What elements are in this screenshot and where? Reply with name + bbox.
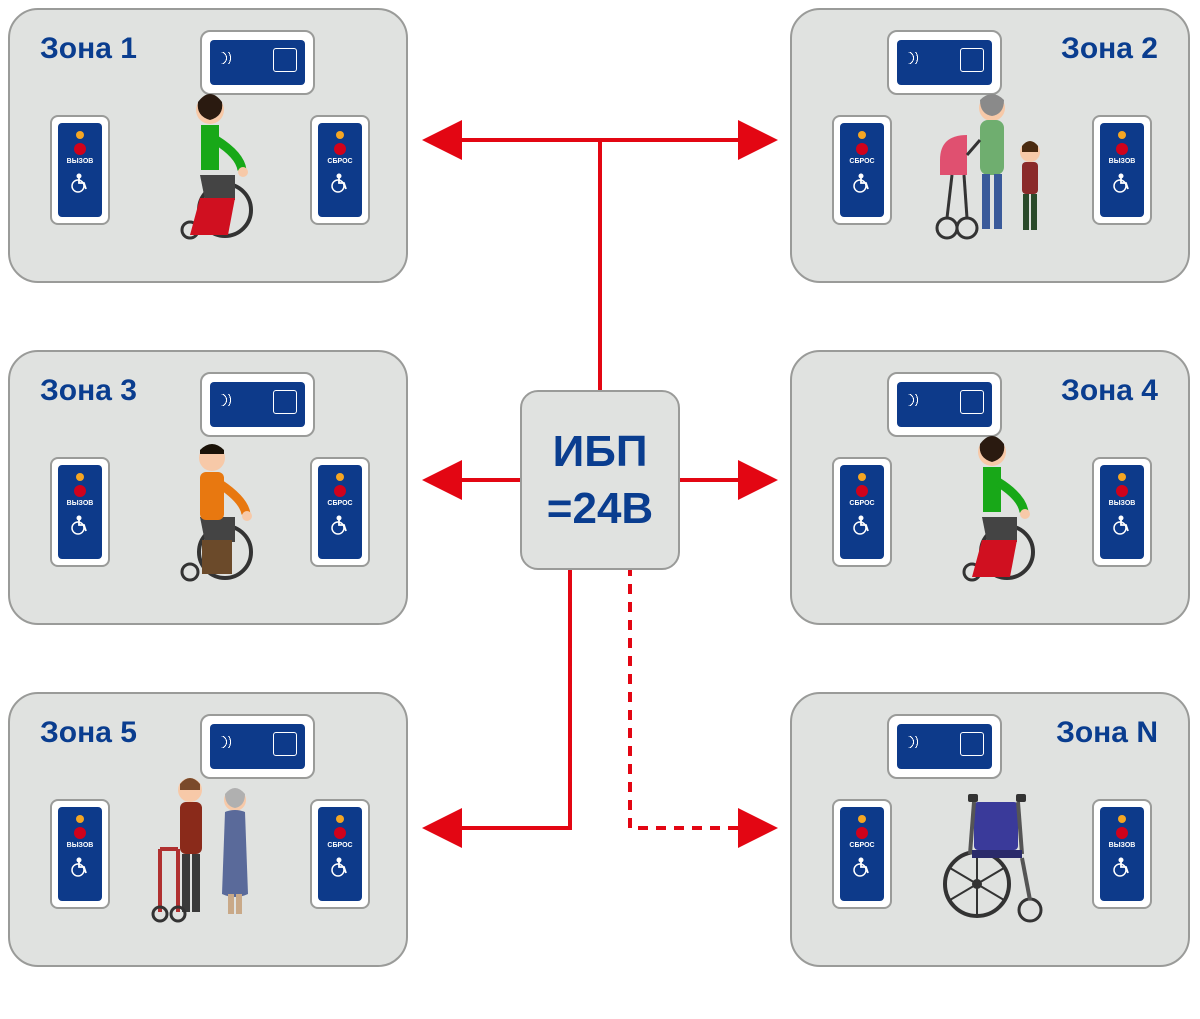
wheelchair-icon [1112,854,1132,878]
zone-zone3: Зона 3 ВЫЗОВ СБРОС [8,350,408,625]
figure-empty_wheelchair [922,764,1062,924]
wheelchair-icon [852,854,872,878]
edge-center-zoneN [630,566,770,828]
reset-button: СБРОС [310,799,370,909]
figure-wheelchair_woman [140,80,280,240]
wheelchair-icon [330,854,350,878]
reset-button: СБРОС [832,799,892,909]
zone-zone1: Зона 1 ВЫЗОВ СБРОС [8,8,408,283]
figure-family [922,80,1062,240]
wheelchair-icon [70,170,90,194]
center-line1: ИБП [553,423,648,480]
zone-zone4: Зона 4 СБРОС ВЫЗОВ [790,350,1190,625]
zone-zone2: Зона 2 СБРОС ВЫЗОВ [790,8,1190,283]
zone-title: Зона 3 [40,374,137,408]
call-button: ВЫЗОВ [1092,799,1152,909]
wheelchair-icon [330,170,350,194]
figure-elderly_couple [140,764,280,924]
figure-wheelchair_woman [922,422,1062,582]
edge-center-zone1 [430,140,600,395]
wheelchair-icon [852,512,872,536]
call-button: ВЫЗОВ [50,457,110,567]
center-ups-box: ИБП =24В [520,390,680,570]
zone-zone5: Зона 5 ВЫЗОВ СБРОС [8,692,408,967]
wheelchair-icon [1112,512,1132,536]
center-line2: =24В [547,480,653,537]
figure-wheelchair_man [140,422,280,582]
call-button: ВЫЗОВ [1092,115,1152,225]
zone-title: Зона 1 [40,32,137,66]
wheelchair-icon [70,512,90,536]
wheelchair-icon [330,512,350,536]
zone-title: Зона 4 [1061,374,1158,408]
wheelchair-icon [70,854,90,878]
zone-title: Зона 5 [40,716,137,750]
call-button: ВЫЗОВ [1092,457,1152,567]
edge-center-zone2 [600,140,770,395]
call-button: ВЫЗОВ [50,115,110,225]
call-button: ВЫЗОВ [50,799,110,909]
zone-title: Зона N [1056,716,1158,750]
reset-button: СБРОС [832,115,892,225]
reset-button: СБРОС [310,457,370,567]
edge-center-zone5 [430,566,570,828]
wheelchair-icon [1112,170,1132,194]
zone-zoneN: Зона N СБРОС ВЫЗОВ [790,692,1190,967]
wheelchair-icon [852,170,872,194]
zone-title: Зона 2 [1061,32,1158,66]
reset-button: СБРОС [832,457,892,567]
reset-button: СБРОС [310,115,370,225]
